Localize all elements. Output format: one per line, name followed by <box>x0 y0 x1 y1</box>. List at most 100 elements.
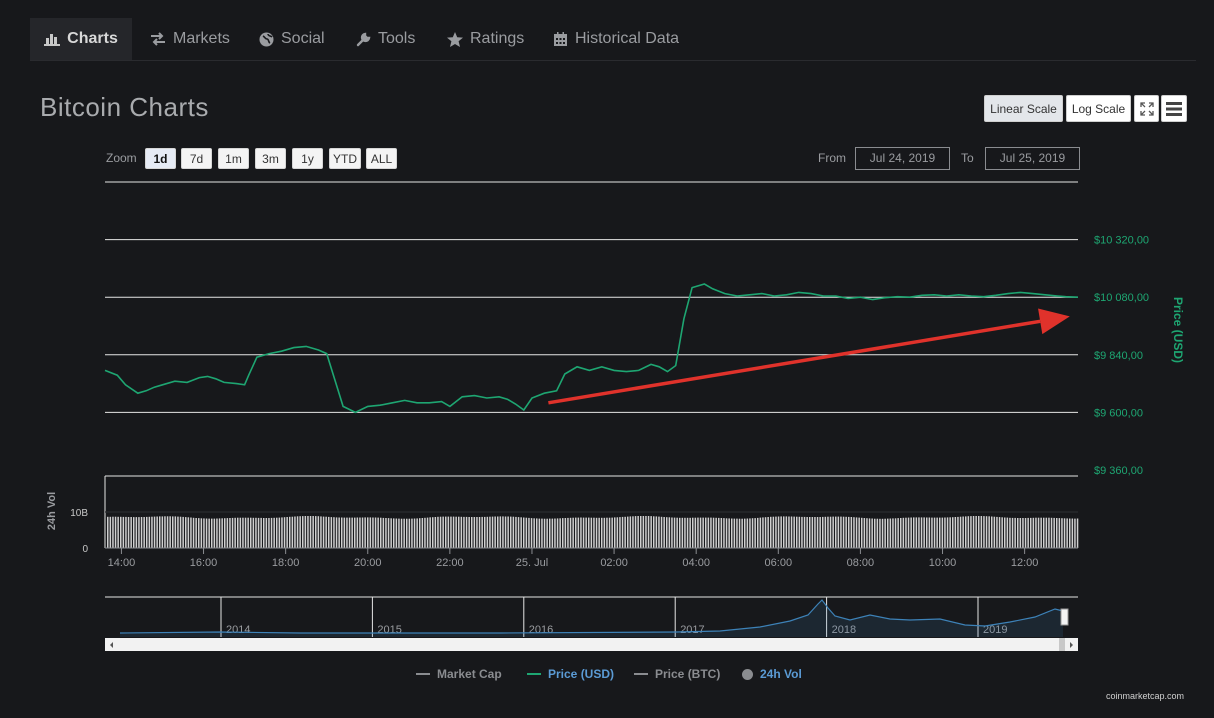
volume-bar <box>725 518 728 548</box>
zoom-all-button[interactable]: ALL <box>366 148 397 169</box>
volume-bar <box>224 518 226 548</box>
to-date-input[interactable]: Jul 25, 2019 <box>985 147 1080 170</box>
volume-bar <box>728 518 730 548</box>
tab-historical-data[interactable]: Historical Data <box>553 18 679 60</box>
volume-bar <box>205 518 208 548</box>
volume-bar <box>135 517 138 548</box>
volume-bar <box>367 517 369 548</box>
volume-bar <box>296 516 299 548</box>
volume-bar <box>140 517 143 548</box>
volume-bar <box>302 516 304 548</box>
x-tick-label: 25. Jul <box>516 557 548 569</box>
volume-bar <box>660 516 663 548</box>
volume-bar <box>770 516 772 548</box>
tab-social[interactable]: Social <box>259 18 325 60</box>
price-axis-title: Price (USD) <box>1171 297 1185 363</box>
volume-bar <box>980 516 983 548</box>
volume-bar <box>114 516 117 548</box>
volume-bar <box>676 517 678 548</box>
zoom-1m-button[interactable]: 1m <box>218 148 249 169</box>
volume-bar <box>476 517 478 548</box>
volume-bar <box>528 517 530 548</box>
volume-bar <box>109 516 112 548</box>
zoom-7d-button[interactable]: 7d <box>181 148 212 169</box>
volume-bar <box>536 518 538 548</box>
volume-bar <box>335 517 338 548</box>
zoom-ytd-button[interactable]: YTD <box>329 148 361 169</box>
tab-tools[interactable]: Tools <box>356 18 415 60</box>
legend-price-btc[interactable]: Price (BTC) <box>634 667 720 681</box>
volume-bar <box>650 516 652 548</box>
linear-scale-button[interactable]: Linear Scale <box>984 95 1063 122</box>
volume-bar <box>265 518 268 548</box>
chart-menu-button[interactable] <box>1161 95 1187 122</box>
x-tick-label: 22:00 <box>436 557 464 569</box>
volume-bar <box>442 516 444 548</box>
volume-bar <box>1053 517 1055 548</box>
legend-label: Price (USD) <box>548 667 615 681</box>
volume-bar <box>481 516 483 548</box>
price-tick-label: $10 080,00 <box>1094 292 1149 304</box>
volume-bar <box>629 516 632 548</box>
volume-bar <box>814 517 816 548</box>
from-date-input[interactable]: Jul 24, 2019 <box>855 147 950 170</box>
volume-bar <box>663 517 665 548</box>
navigator-year-label: 2018 <box>832 624 856 636</box>
navigator-year-label: 2014 <box>226 624 250 636</box>
zoom-3m-button[interactable]: 3m <box>255 148 286 169</box>
volume-bar <box>333 517 335 548</box>
volume-bar <box>910 517 912 548</box>
navigator-year-label: 2016 <box>529 624 553 636</box>
legend-24h-vol[interactable]: 24h Vol <box>742 667 802 681</box>
volume-bar <box>421 518 424 548</box>
volume-bar <box>653 516 655 548</box>
volume-bar <box>221 518 223 548</box>
log-scale-button[interactable]: Log Scale <box>1066 95 1131 122</box>
volume-bar <box>226 518 229 548</box>
volume-bar <box>338 517 340 548</box>
tab-ratings[interactable]: Ratings <box>447 18 524 60</box>
volume-bar <box>182 516 184 548</box>
navigator-year-label: 2017 <box>680 624 704 636</box>
volume-bar <box>1024 518 1027 548</box>
x-tick-label: 02:00 <box>600 557 628 569</box>
zoom-1y-button[interactable]: 1y <box>292 148 323 169</box>
volume-bar <box>694 517 697 548</box>
fullscreen-button[interactable] <box>1134 95 1159 122</box>
volume-bar <box>827 516 829 548</box>
x-axis-ticks: 14:00 16:00 18:00 20:00 22:00 25. Jul 02:00 04:… <box>108 548 1038 569</box>
legend-price-usd[interactable]: Price (USD) <box>527 667 614 681</box>
navigator-year-label: 2015 <box>377 624 401 636</box>
volume-bar <box>351 517 353 548</box>
volume-bar <box>593 517 595 548</box>
volume-bar <box>1056 518 1058 548</box>
volume-tick-label: 10B <box>70 508 88 519</box>
page-title: Bitcoin Charts <box>40 92 209 122</box>
volume-bar <box>455 516 457 548</box>
tab-charts[interactable]: Charts <box>30 18 132 60</box>
volume-bar <box>611 517 613 548</box>
volume-bar <box>551 518 554 548</box>
volume-bar <box>634 516 637 548</box>
volume-bar <box>434 517 437 548</box>
volume-bar <box>130 517 132 548</box>
volume-bar <box>343 517 346 548</box>
tab-markets[interactable]: Markets <box>150 18 230 60</box>
volume-bar <box>445 516 447 548</box>
volume-bar <box>250 517 252 548</box>
volume-bar <box>759 517 762 548</box>
volume-bar <box>515 516 517 548</box>
volume-bar <box>692 517 694 548</box>
volume-bar <box>460 516 463 548</box>
volume-bar <box>260 517 262 548</box>
price-usd-line <box>104 283 1079 414</box>
volume-bar <box>853 517 855 548</box>
volume-bar <box>406 518 408 548</box>
volume-bar <box>970 516 972 548</box>
zoom-1d-button[interactable]: 1d <box>145 148 176 169</box>
volume-bar <box>499 516 502 548</box>
volume-bar <box>621 516 624 548</box>
tab-label: Markets <box>173 30 230 47</box>
volume-bar <box>348 517 351 548</box>
legend-market-cap[interactable]: Market Cap <box>416 667 502 681</box>
